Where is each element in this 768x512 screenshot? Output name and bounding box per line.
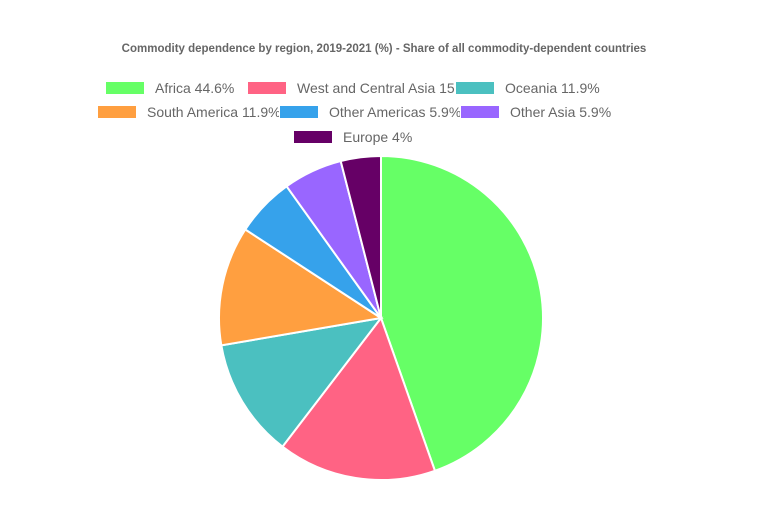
legend-item[interactable]: Oceania 11.9% bbox=[455, 80, 600, 96]
legend-label: West and Central Asia 15.8% bbox=[297, 80, 479, 96]
legend-label: Oceania 11.9% bbox=[505, 80, 600, 96]
pie-slice[interactable] bbox=[281, 315, 437, 481]
legend-label: Other Asia 5.9% bbox=[510, 104, 612, 120]
chart-title: Commodity dependence by region, 2019-202… bbox=[121, 43, 647, 55]
legend-label: Europe 4% bbox=[343, 129, 413, 145]
legend-swatch bbox=[105, 81, 145, 95]
legend-label: Africa 44.6% bbox=[155, 80, 235, 96]
pie-slice[interactable] bbox=[218, 228, 384, 347]
pie-slice[interactable] bbox=[339, 154, 382, 319]
legend-item[interactable]: Other Americas 5.9% bbox=[279, 104, 461, 120]
legend-swatch bbox=[247, 81, 287, 95]
legend-item[interactable]: Europe 4% bbox=[293, 129, 412, 145]
legend-swatch bbox=[460, 105, 500, 119]
legend-label: South America 11.9% bbox=[147, 104, 281, 120]
legend-swatch bbox=[293, 130, 333, 144]
legend-item[interactable]: Africa 44.6% bbox=[105, 80, 234, 96]
legend-item[interactable]: South America 11.9% bbox=[97, 104, 281, 120]
pie-slice[interactable] bbox=[220, 316, 384, 449]
legend-item[interactable]: Other Asia 5.9% bbox=[460, 104, 611, 120]
legend-label: Other Americas 5.9% bbox=[329, 104, 462, 120]
legend-item[interactable]: West and Central Asia 15.8% bbox=[247, 80, 479, 96]
legend-swatch bbox=[279, 105, 319, 119]
legend-swatch bbox=[97, 105, 137, 119]
legend-swatch bbox=[455, 81, 495, 95]
pie-slice[interactable] bbox=[380, 154, 544, 473]
